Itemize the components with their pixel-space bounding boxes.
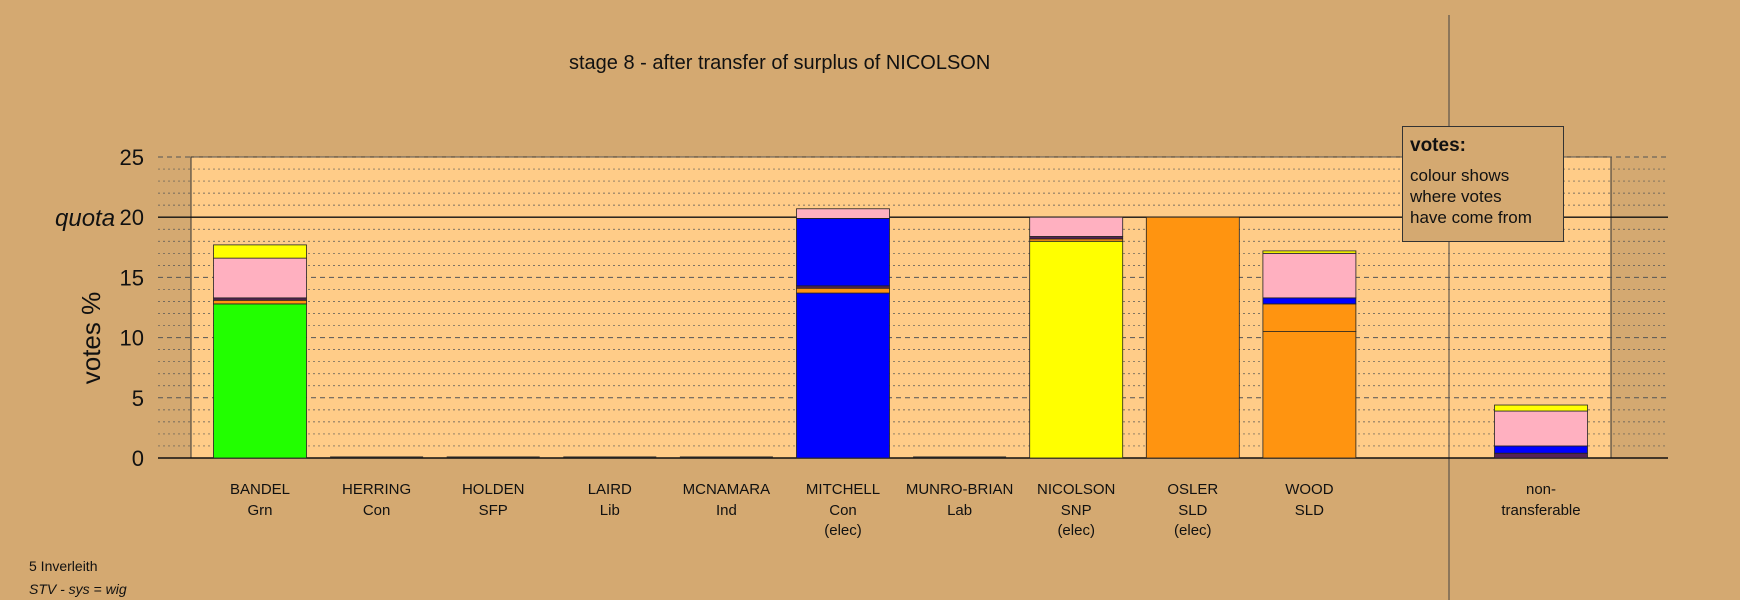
candidate-party-label: Grn — [247, 502, 272, 519]
legend-box: votes: colour shows where votes have com… — [1402, 126, 1564, 242]
y-tick-label: 10 — [120, 326, 144, 351]
y-tick-label: 0 — [132, 446, 144, 471]
candidate-party-label: Lab — [947, 502, 972, 519]
bandel-bar-segment — [213, 257, 307, 299]
candidate-name-label: NICOLSON — [1037, 481, 1115, 498]
legend-heading: votes: — [1410, 135, 1466, 156]
candidate-status-label: (elec) — [1057, 522, 1095, 539]
mitchell-bar-segment — [796, 287, 890, 294]
candidate-name-label: OSLER — [1167, 481, 1218, 498]
y-tick-label: 5 — [132, 386, 144, 411]
wood-bar-segment — [1262, 331, 1357, 459]
mitchell-bar-segment — [796, 218, 890, 287]
candidate-party-label: SFP — [479, 502, 508, 519]
quota-label: quota — [55, 205, 115, 232]
candidate-name-label: HOLDEN — [462, 481, 525, 498]
y-tick-label: 15 — [120, 265, 144, 290]
candidate-name-label: HERRING — [342, 481, 411, 498]
wood-bar-segment — [1262, 297, 1357, 305]
candidate-party-label: Con — [829, 502, 857, 519]
candidate-name-label: LAIRD — [588, 481, 632, 498]
osler-bar-segment — [1145, 216, 1240, 459]
candidate-party-label: SNP — [1061, 502, 1092, 519]
y-tick-label: 20 — [120, 205, 144, 230]
nicolson-bar-segment — [1029, 216, 1124, 237]
candidate-name-label: MUNRO-BRIAN — [906, 481, 1014, 498]
candidate-party-label: Ind — [716, 502, 737, 519]
candidate-party-label: Lib — [600, 502, 620, 519]
bandel-bar-segment — [213, 303, 307, 459]
candidate-party-label: SLD — [1178, 502, 1207, 519]
bandel-bar-segment — [213, 299, 307, 305]
nontransferable-bar-segment — [1494, 404, 1588, 412]
mitchell-bar-segment — [796, 208, 890, 219]
candidate-status-label: (elec) — [1174, 522, 1212, 539]
candidate-name-label: WOOD — [1285, 481, 1333, 498]
herring-empty-bar — [330, 456, 424, 458]
holden-empty-bar — [446, 456, 540, 458]
mcnamara-empty-bar — [679, 456, 773, 458]
nontransferable-label: non- — [1526, 481, 1556, 498]
wood-bar-segment — [1262, 252, 1357, 299]
nontransferable-bar-segment — [1494, 410, 1588, 447]
y-tick-label: 25 — [120, 145, 144, 170]
bandel-bar-segment — [213, 244, 307, 259]
constituency-label: 5 Inverleith — [29, 558, 98, 574]
munro-brian-empty-bar — [913, 456, 1007, 458]
candidate-party-label: SLD — [1295, 502, 1324, 519]
laird-empty-bar — [563, 456, 657, 458]
plot-area — [190, 156, 1612, 459]
mitchell-bar-segment — [796, 292, 890, 459]
candidate-name-label: MCNAMARA — [683, 481, 771, 498]
wood-bar-segment — [1262, 250, 1357, 254]
nicolson-bar-segment — [1029, 240, 1124, 459]
candidate-name-label: MITCHELL — [806, 481, 880, 498]
nontransferable-bar-segment — [1494, 452, 1588, 459]
nontransferable-label: transferable — [1501, 502, 1580, 519]
legend-text: colour shows where votes have come from — [1410, 166, 1532, 227]
system-label: STV - sys = wig — [29, 581, 127, 597]
y-axis-label: votes % — [76, 292, 106, 385]
candidate-name-label: BANDEL — [230, 481, 290, 498]
candidate-status-label: (elec) — [824, 522, 862, 539]
nontransferable-bar-segment — [1494, 445, 1588, 454]
wood-bar-segment — [1262, 303, 1357, 332]
candidate-party-label: Con — [363, 502, 391, 519]
chart-title: stage 8 - after transfer of surplus of N… — [569, 52, 991, 74]
